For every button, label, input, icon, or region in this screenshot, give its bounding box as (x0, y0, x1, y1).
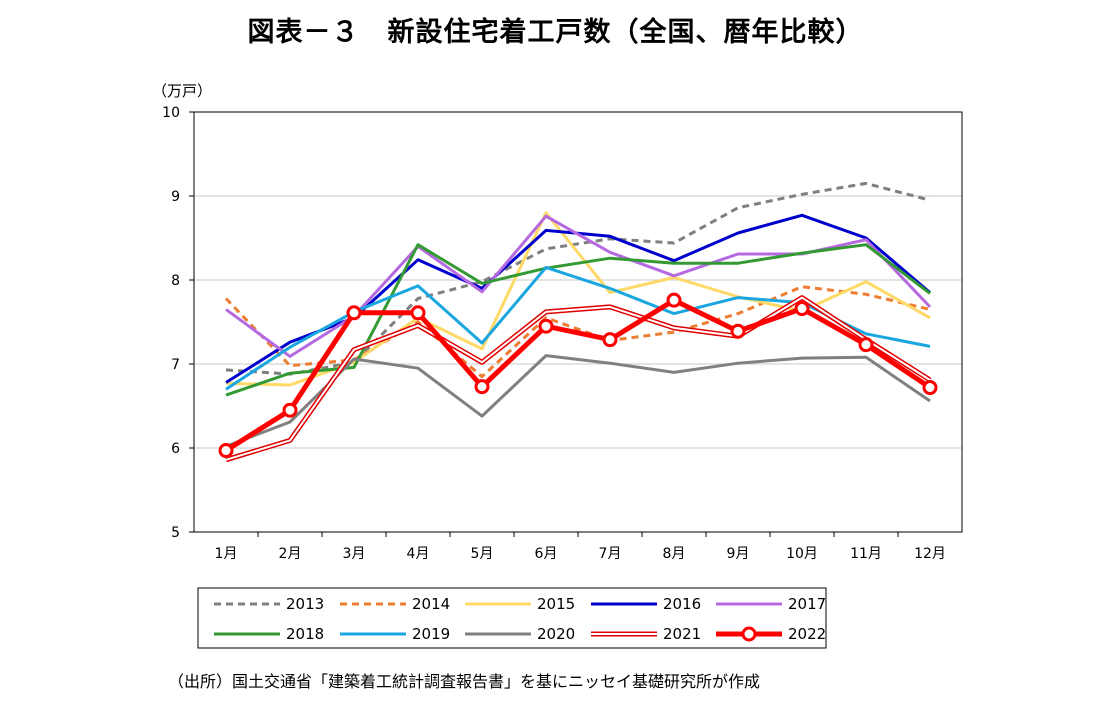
legend-item-2014: 2014 (340, 595, 450, 613)
y-tick-label: 5 (171, 525, 180, 541)
x-tick-label: 5月 (471, 546, 494, 562)
legend-item-2022: 2022 (716, 625, 826, 643)
legend-label: 2016 (663, 595, 701, 613)
x-tick-label: 11月 (850, 546, 882, 562)
y-tick-label: 8 (171, 273, 180, 289)
x-tick-label: 9月 (727, 546, 750, 562)
x-tick-label: 1月 (215, 546, 238, 562)
data-point-2022 (602, 332, 618, 348)
series-2019 (225, 265, 931, 391)
legend-label: 2021 (663, 625, 701, 643)
series-line-2022 (224, 297, 932, 453)
x-tick-label: 2月 (279, 546, 302, 562)
data-point-2022 (538, 318, 554, 334)
x-tick-label: 10月 (786, 546, 818, 562)
y-tick-label: 6 (171, 441, 180, 457)
legend-label: 2019 (412, 625, 450, 643)
y-axis-ticks: 5 6 7 8 9 10 (162, 105, 194, 541)
legend-label: 2020 (537, 625, 575, 643)
series-2021 (225, 295, 932, 463)
series-line-2019 (225, 265, 931, 391)
legend-item-2021: 2021 (591, 625, 701, 643)
data-point-2022 (794, 301, 810, 317)
plot-area-border (193, 111, 963, 533)
legend-item-2018: 2018 (214, 625, 324, 643)
legend-item-2013: 2013 (214, 595, 324, 613)
chart-title: 図表－３ 新設住宅着工戸数（全国、暦年比較） (247, 17, 864, 48)
legend-item-2016: 2016 (591, 595, 701, 613)
x-axis-ticks: 1月 2月 3月 4月 5月 6月 7月 8月 9月 10月 11月 12月 (215, 532, 946, 562)
series-line-2013 (225, 181, 931, 376)
data-point-2022 (922, 380, 938, 396)
x-tick-label: 12月 (914, 546, 946, 562)
series-2022 (218, 292, 938, 459)
legend-label: 2015 (537, 595, 575, 613)
legend: 2013 2014 2015 2016 2017 2018 2019 2020 2021 2022 (197, 587, 827, 649)
data-point-2022 (730, 323, 746, 339)
legend-box (197, 587, 827, 649)
legend-item-2019: 2019 (340, 625, 450, 643)
x-tick-label: 6月 (535, 546, 558, 562)
data-point-2022 (410, 305, 426, 321)
y-tick-label: 9 (171, 189, 180, 205)
legend-label: 2017 (788, 595, 826, 613)
legend-marker (741, 626, 757, 642)
data-point-2022 (218, 443, 234, 459)
legend-item-2017: 2017 (716, 595, 826, 613)
data-point-2022 (282, 402, 298, 418)
series-line-2020 (225, 354, 931, 448)
legend-label: 2013 (286, 595, 324, 613)
data-point-2022 (474, 379, 490, 395)
x-tick-label: 8月 (663, 546, 686, 562)
series-2013 (225, 181, 931, 376)
y-tick-label: 7 (171, 357, 180, 373)
data-point-2022 (666, 292, 682, 308)
x-tick-label: 4月 (407, 546, 430, 562)
series-line-inner-2021 (225, 296, 931, 461)
data-point-2022 (346, 305, 362, 321)
x-tick-label: 7月 (599, 546, 622, 562)
x-tick-label: 3月 (343, 546, 366, 562)
y-tick-label: 10 (162, 105, 180, 121)
series-lines (218, 181, 938, 463)
legend-label: 2018 (286, 625, 324, 643)
legend-item-2015: 2015 (465, 595, 575, 613)
legend-label: 2014 (412, 595, 450, 613)
data-point-2022 (858, 337, 874, 353)
legend-label: 2022 (788, 625, 826, 643)
legend-item-2020: 2020 (465, 625, 575, 643)
source-note: （出所）国土交通省「建築着工統計調査報告書」を基にニッセイ基礎研究所が作成 (168, 672, 761, 691)
series-2020 (225, 354, 931, 448)
y-axis-unit-label: （万戸） (152, 82, 213, 100)
